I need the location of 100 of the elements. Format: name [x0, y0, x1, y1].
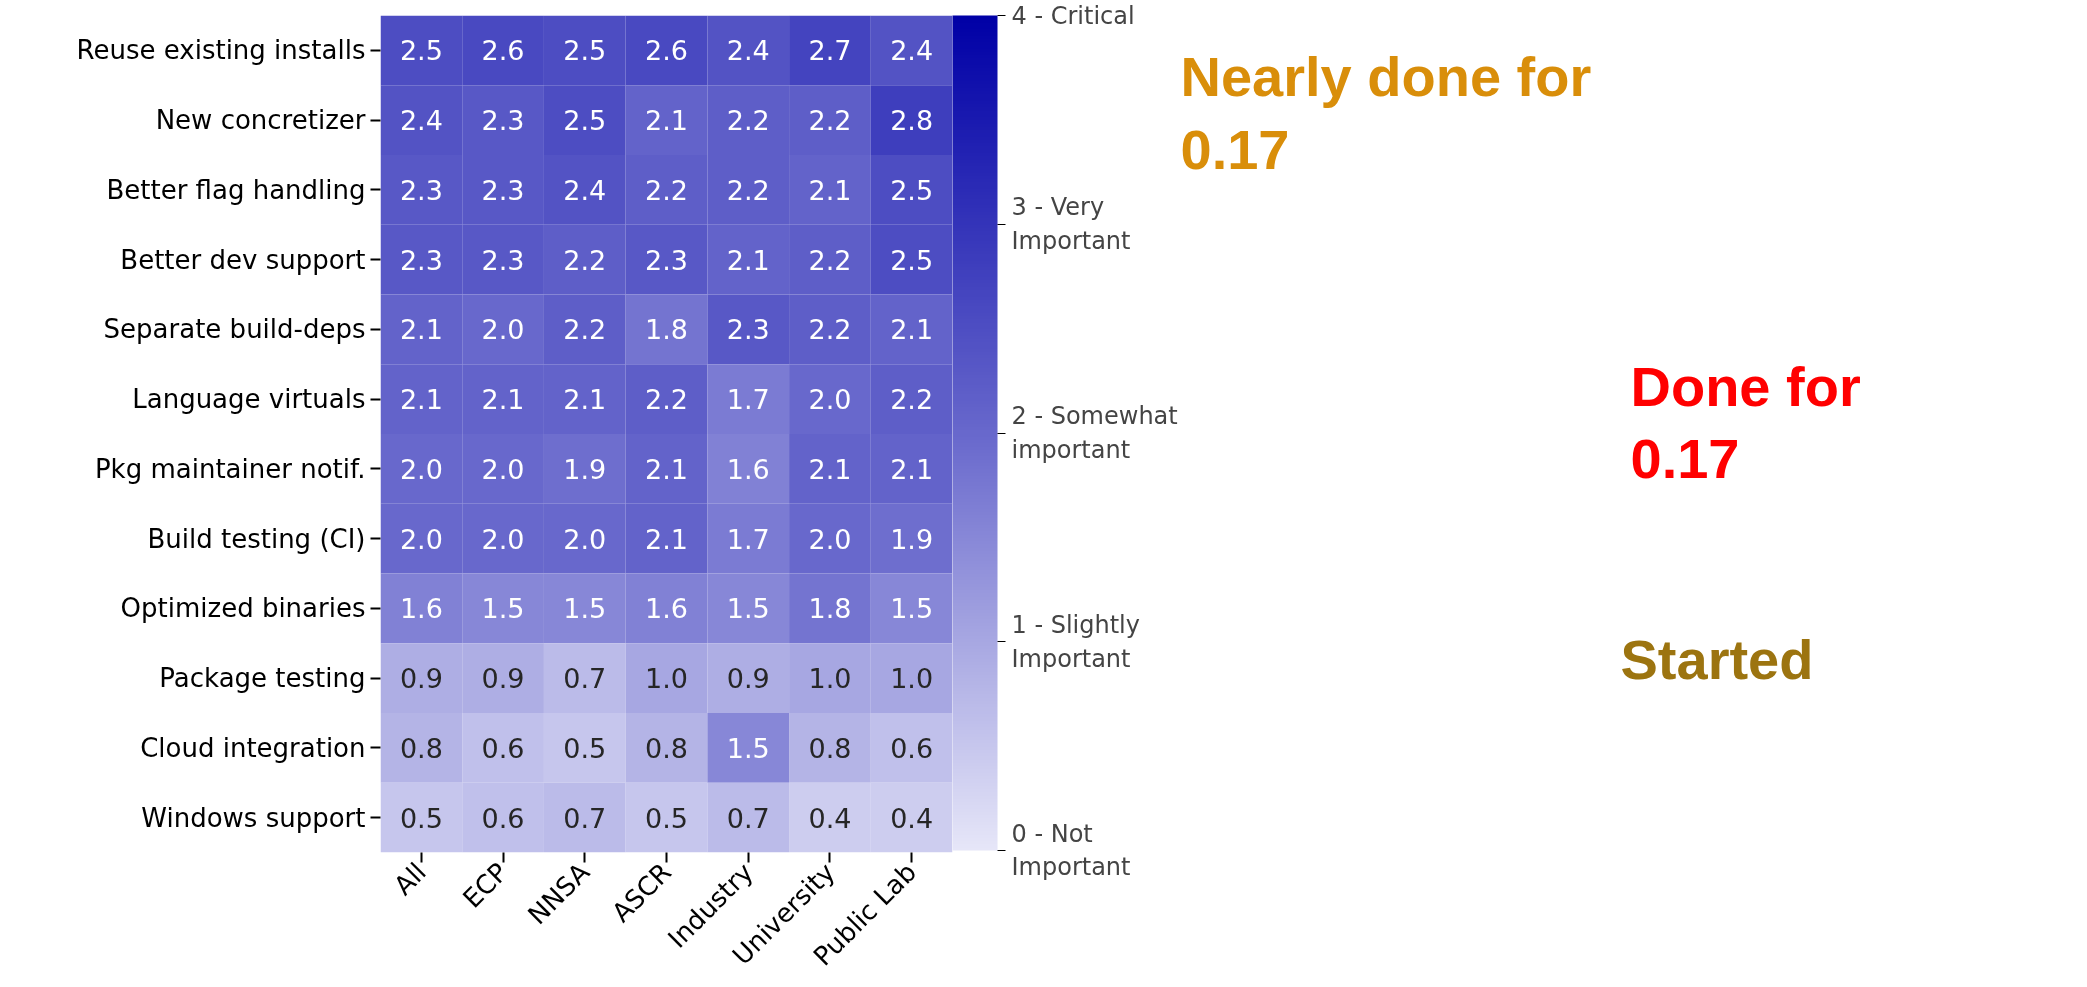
data-label: 1.9	[563, 453, 607, 485]
data-label: 2.2	[645, 174, 688, 206]
data-label: 2.3	[481, 174, 525, 206]
data-label: 1.5	[726, 732, 770, 764]
data-label: 2.3	[726, 314, 770, 346]
data-label: 2.7	[808, 35, 852, 67]
data-label: 0.4	[808, 802, 852, 834]
data-label: 2.4	[399, 105, 443, 137]
data-label: 2.0	[563, 523, 607, 555]
data-label: 1.9	[890, 523, 934, 555]
data-label: 2.2	[563, 244, 607, 276]
data-label: 2.3	[645, 244, 688, 276]
y-tick-label: Optimized binaries	[120, 593, 366, 624]
data-label: 1.8	[645, 314, 688, 346]
data-label: 0.8	[399, 732, 443, 764]
data-label: 2.1	[563, 384, 607, 416]
data-label: 1.5	[481, 593, 525, 625]
data-label: 1.6	[399, 593, 443, 625]
y-tick-label: Better flag handling	[106, 174, 366, 205]
data-label: 2.6	[481, 35, 525, 67]
y-tick-label: New concretizer	[155, 105, 366, 136]
data-label: 1.7	[726, 384, 770, 416]
text: Done for 0.17	[1630, 354, 1861, 491]
data-label: 1.0	[890, 663, 934, 695]
text: Nearly done for 0.17	[1180, 45, 1592, 181]
data-label: 2.5	[399, 35, 443, 67]
data-label: 2.5	[890, 174, 934, 206]
data-label: 2.4	[726, 35, 770, 67]
data-label: 1.0	[808, 663, 852, 695]
data-label: 2.0	[481, 453, 525, 485]
data-label: 2.2	[726, 174, 770, 206]
data-label: 2.3	[481, 105, 525, 137]
data-label: 1.8	[808, 593, 852, 625]
data-label: 2.5	[563, 105, 607, 137]
data-label: 2.0	[808, 384, 852, 416]
color-bar-label: 2 - Somewhat important	[1011, 402, 1178, 464]
data-label: 0.6	[481, 802, 525, 834]
data-label: 0.4	[890, 802, 934, 834]
data-label: 2.1	[808, 453, 852, 485]
data-label: 2.2	[808, 314, 852, 346]
data-label: 2.2	[808, 244, 852, 276]
data-label: 1.5	[726, 593, 770, 625]
data-label: 0.8	[645, 732, 688, 764]
data-label: 2.1	[890, 314, 934, 346]
data-label: 2.2	[563, 314, 607, 346]
color-bar-label: 1 - Slightly Important	[1011, 610, 1140, 673]
y-tick-label: Separate build-deps	[103, 314, 366, 345]
data-label: 2.1	[890, 453, 934, 485]
data-label: 0.9	[726, 663, 770, 695]
y-tick-label: Better dev support	[120, 244, 366, 275]
data-label: 2.0	[399, 453, 443, 485]
data-label: 2.2	[645, 384, 688, 416]
data-label: 0.5	[645, 802, 688, 834]
data-label: 1.7	[726, 523, 770, 555]
data-label: 0.9	[481, 663, 525, 695]
data-label: 2.2	[726, 105, 770, 137]
data-label: 1.6	[726, 453, 770, 485]
data-label: 0.7	[563, 802, 607, 834]
data-label: 2.1	[645, 453, 688, 485]
data-label: 2.0	[808, 523, 852, 555]
y-tick-label: Build testing (CI)	[147, 523, 366, 554]
data-label: 2.1	[645, 523, 688, 555]
color-bar-label: 3 - Very Important	[1011, 193, 1131, 256]
data-label: 2.2	[890, 384, 934, 416]
data-label: 2.1	[726, 244, 770, 276]
data-label: 2.3	[399, 174, 443, 206]
data-label: 0.7	[726, 802, 770, 834]
y-tick-label: Windows support	[141, 802, 366, 833]
data-label: 0.9	[399, 663, 443, 695]
data-label: 2.8	[890, 105, 934, 137]
data-label: 1.0	[645, 663, 688, 695]
data-label: 2.5	[563, 35, 607, 67]
data-label: 2.1	[399, 384, 443, 416]
data-label: 2.6	[645, 35, 688, 67]
data-label: 2.1	[808, 174, 852, 206]
data-label: 2.1	[481, 384, 525, 416]
x-tick-label: All	[387, 856, 432, 901]
data-label: 1.5	[890, 593, 934, 625]
y-tick-label: Reuse existing installs	[76, 35, 366, 66]
data-label: 0.5	[399, 802, 443, 834]
data-label: 0.7	[563, 663, 607, 695]
y-tick-label: Language virtuals	[132, 384, 366, 415]
data-label: 2.0	[481, 523, 525, 555]
data-label: 2.2	[808, 105, 852, 137]
data-label: 1.6	[645, 593, 688, 625]
data-label: 2.5	[890, 244, 934, 276]
data-label: 1.5	[563, 593, 607, 625]
data-label: 0.5	[563, 732, 607, 764]
data-label: 2.4	[563, 174, 607, 206]
color-bar-label: 4 - Critical	[1011, 1, 1135, 30]
y-tick-label: Pkg maintainer notif.	[94, 453, 366, 484]
text: Started	[1620, 628, 1814, 692]
data-label: 0.8	[808, 732, 852, 764]
data-label: 0.6	[481, 732, 525, 764]
y-tick-label: Cloud integration	[140, 732, 366, 763]
data-label: 2.4	[890, 35, 934, 67]
y-tick-label: Package testing	[159, 663, 366, 694]
data-label: 0.6	[890, 732, 934, 764]
data-label: 2.1	[399, 314, 443, 346]
data-label: 2.3	[481, 244, 525, 276]
